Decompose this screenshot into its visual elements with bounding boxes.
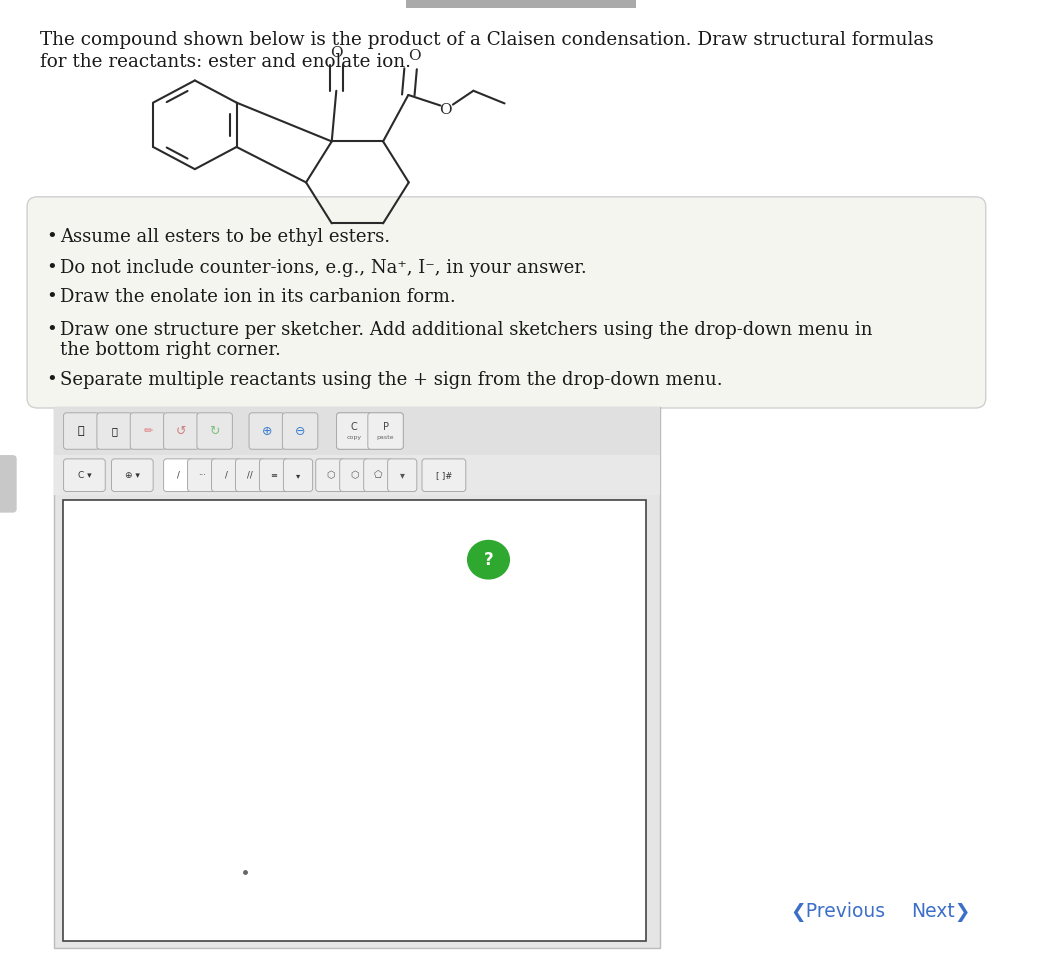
Text: ↻: ↻ [209, 424, 220, 438]
FancyBboxPatch shape [235, 459, 265, 492]
FancyBboxPatch shape [368, 413, 403, 449]
FancyBboxPatch shape [164, 459, 193, 492]
FancyBboxPatch shape [111, 459, 153, 492]
FancyBboxPatch shape [130, 413, 166, 449]
FancyBboxPatch shape [337, 413, 372, 449]
Text: ⬠: ⬠ [374, 470, 382, 480]
FancyBboxPatch shape [212, 459, 241, 492]
FancyBboxPatch shape [283, 459, 313, 492]
Text: O: O [330, 46, 343, 60]
Text: •: • [46, 228, 56, 247]
Text: copy: copy [347, 435, 362, 441]
FancyBboxPatch shape [54, 407, 660, 948]
FancyBboxPatch shape [340, 459, 369, 492]
FancyBboxPatch shape [63, 500, 646, 941]
Text: 🤚: 🤚 [78, 426, 84, 436]
FancyBboxPatch shape [164, 413, 199, 449]
FancyBboxPatch shape [259, 459, 289, 492]
Text: The compound shown below is the product of a Claisen condensation. Draw structur: The compound shown below is the product … [40, 31, 934, 49]
Text: Do not include counter-ions, e.g., Na⁺, I⁻, in your answer.: Do not include counter-ions, e.g., Na⁺, … [60, 259, 588, 277]
Text: Assume all esters to be ethyl esters.: Assume all esters to be ethyl esters. [60, 228, 391, 247]
FancyBboxPatch shape [388, 459, 417, 492]
FancyBboxPatch shape [54, 455, 660, 495]
Text: O: O [408, 49, 421, 63]
Text: [ ]#: [ ]# [436, 470, 452, 480]
FancyBboxPatch shape [188, 459, 217, 492]
Text: Next❯: Next❯ [911, 902, 970, 922]
Text: P: P [382, 422, 389, 432]
Text: ⊕ ▾: ⊕ ▾ [125, 470, 140, 480]
Text: •: • [46, 371, 56, 389]
Text: Draw the enolate ion in its carbanion form.: Draw the enolate ion in its carbanion fo… [60, 288, 456, 306]
Text: ⬡: ⬡ [326, 470, 334, 480]
FancyBboxPatch shape [197, 413, 232, 449]
FancyBboxPatch shape [64, 459, 105, 492]
Text: Draw one structure per sketcher. Add additional sketchers using the drop-down me: Draw one structure per sketcher. Add add… [60, 321, 873, 359]
Text: ❮Previous: ❮Previous [790, 902, 885, 922]
Text: •: • [46, 259, 56, 277]
FancyBboxPatch shape [316, 459, 345, 492]
Text: •: • [46, 288, 56, 306]
FancyBboxPatch shape [54, 407, 660, 455]
Text: paste: paste [377, 435, 394, 441]
Text: ···: ··· [198, 470, 206, 480]
Text: C ▾: C ▾ [77, 470, 92, 480]
FancyBboxPatch shape [364, 459, 393, 492]
FancyBboxPatch shape [249, 413, 284, 449]
FancyBboxPatch shape [64, 413, 99, 449]
FancyBboxPatch shape [368, 413, 403, 449]
Text: ▾: ▾ [296, 470, 300, 480]
Text: ↺: ↺ [176, 424, 187, 438]
Text: for the reactants: ester and enolate ion.: for the reactants: ester and enolate ion… [40, 53, 411, 71]
Text: /: / [225, 470, 227, 480]
FancyBboxPatch shape [406, 0, 636, 8]
FancyBboxPatch shape [97, 413, 132, 449]
FancyBboxPatch shape [27, 197, 986, 408]
Text: //: // [247, 470, 253, 480]
Text: 🏠: 🏠 [111, 426, 118, 436]
Text: ⊕: ⊕ [262, 424, 272, 438]
Text: /: / [177, 470, 179, 480]
Text: Separate multiple reactants using the + sign from the drop-down menu.: Separate multiple reactants using the + … [60, 371, 723, 389]
Text: O: O [440, 104, 452, 117]
FancyBboxPatch shape [282, 413, 318, 449]
FancyBboxPatch shape [0, 455, 17, 513]
Text: ≡: ≡ [271, 470, 277, 480]
Text: C: C [351, 422, 357, 432]
Circle shape [468, 540, 510, 579]
Text: ⊖: ⊖ [295, 424, 305, 438]
Text: ▾: ▾ [400, 470, 404, 480]
FancyBboxPatch shape [422, 459, 466, 492]
Text: ⬡: ⬡ [350, 470, 358, 480]
Text: •: • [46, 321, 56, 339]
FancyBboxPatch shape [337, 413, 372, 449]
Text: ✏: ✏ [144, 426, 152, 436]
Text: ?: ? [483, 551, 493, 568]
